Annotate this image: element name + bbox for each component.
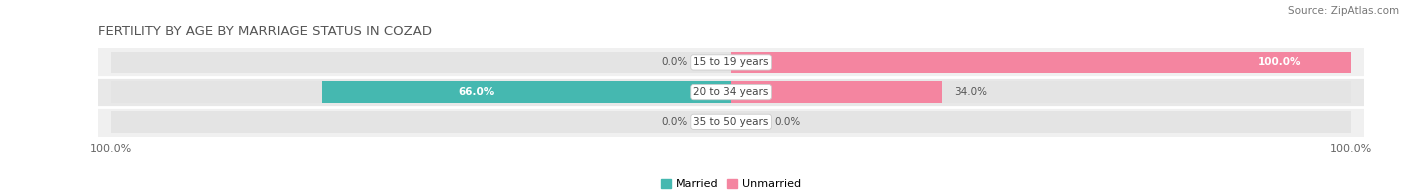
Bar	[98, 48, 1364, 77]
Text: 0.0%: 0.0%	[661, 117, 688, 127]
Bar	[731, 52, 1351, 73]
Bar	[111, 111, 731, 132]
Legend: Married, Unmarried: Married, Unmarried	[661, 179, 801, 190]
Text: Source: ZipAtlas.com: Source: ZipAtlas.com	[1288, 6, 1399, 16]
Text: 66.0%: 66.0%	[458, 87, 495, 97]
Text: 20 to 34 years: 20 to 34 years	[693, 87, 769, 97]
Text: 0.0%: 0.0%	[775, 117, 801, 127]
Text: 35 to 50 years: 35 to 50 years	[693, 117, 769, 127]
Bar	[731, 81, 1351, 103]
Bar	[731, 52, 1351, 73]
Bar	[111, 81, 731, 103]
Text: 15 to 19 years: 15 to 19 years	[693, 57, 769, 67]
Text: 0.0%: 0.0%	[661, 57, 688, 67]
Bar	[731, 111, 1351, 132]
Text: 100.0%: 100.0%	[1258, 57, 1302, 67]
Bar	[731, 81, 942, 103]
Bar	[98, 107, 1364, 137]
Bar	[98, 77, 1364, 107]
Bar	[322, 81, 731, 103]
Bar	[111, 52, 731, 73]
Text: 34.0%: 34.0%	[955, 87, 987, 97]
Text: FERTILITY BY AGE BY MARRIAGE STATUS IN COZAD: FERTILITY BY AGE BY MARRIAGE STATUS IN C…	[98, 25, 433, 38]
